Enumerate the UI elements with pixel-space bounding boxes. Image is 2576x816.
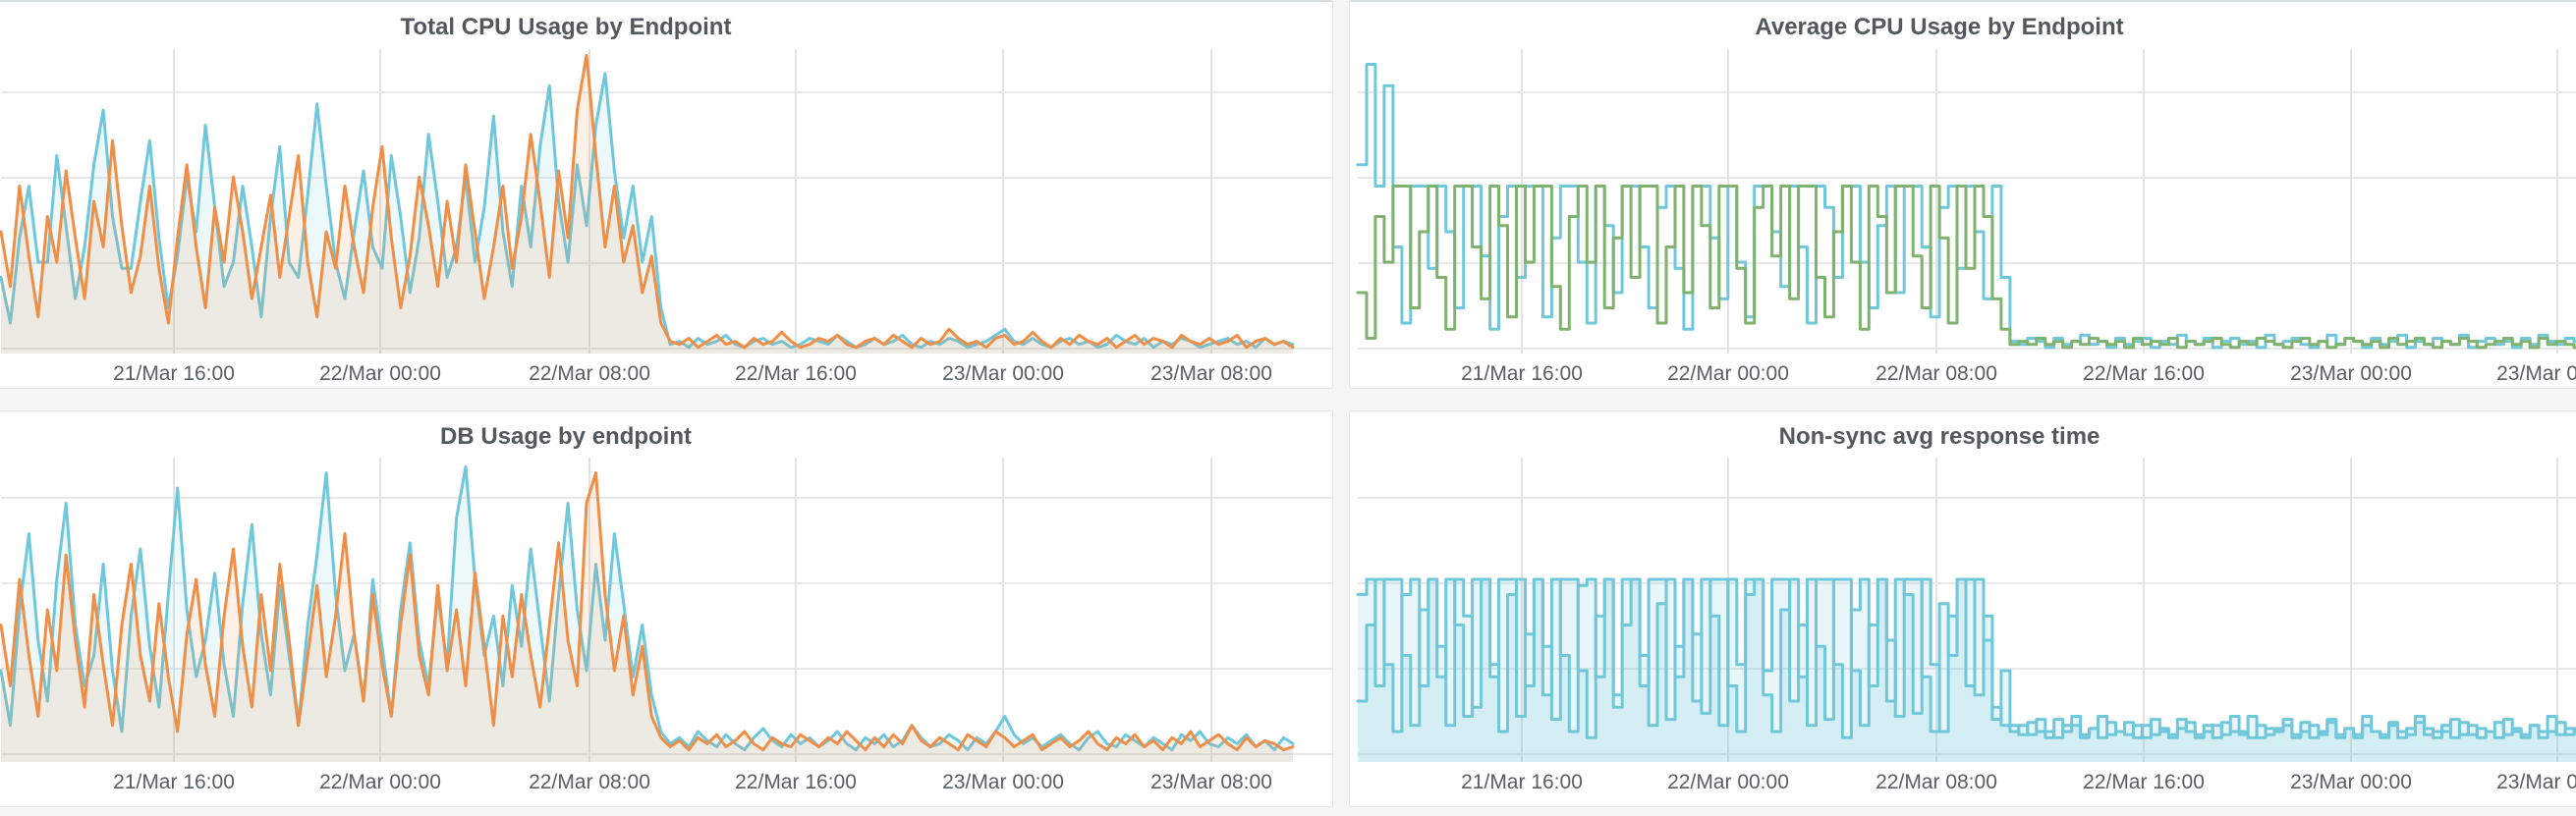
svg-text:22/Mar 08:00: 22/Mar 08:00 <box>529 771 650 793</box>
svg-text:22/Mar 08:00: 22/Mar 08:00 <box>1876 362 1997 385</box>
panel-average-cpu-usage: Average CPU Usage by Endpoint 21/Mar 16:… <box>1349 0 2576 389</box>
svg-text:23/Mar 00:00: 23/Mar 00:00 <box>942 771 1064 793</box>
svg-text:23/Mar 08:00: 23/Mar 08:00 <box>2496 771 2576 793</box>
svg-text:22/Mar 00:00: 22/Mar 00:00 <box>319 771 441 793</box>
svg-text:22/Mar 16:00: 22/Mar 16:00 <box>2083 362 2205 385</box>
svg-text:21/Mar 16:00: 21/Mar 16:00 <box>113 771 235 793</box>
svg-text:22/Mar 16:00: 22/Mar 16:00 <box>2083 771 2205 793</box>
svg-text:23/Mar 08:00: 23/Mar 08:00 <box>1150 771 1272 793</box>
svg-text:21/Mar 16:00: 21/Mar 16:00 <box>1461 771 1583 793</box>
panel-nonsync-avg-response-time: Non-sync avg response time 21/Mar 16:00 2… <box>1349 410 2576 807</box>
svg-text:22/Mar 08:00: 22/Mar 08:00 <box>1876 771 1997 793</box>
svg-text:23/Mar 08:00: 23/Mar 08:00 <box>1150 362 1272 385</box>
panel-title[interactable]: Average CPU Usage by Endpoint <box>1755 14 2124 40</box>
time-series-chart[interactable]: 21/Mar 16:00 22/Mar 00:00 22/Mar 08:00 22/M… <box>0 411 1334 808</box>
svg-text:22/Mar 00:00: 22/Mar 00:00 <box>1667 771 1789 793</box>
panel-title[interactable]: DB Usage by endpoint <box>439 423 693 450</box>
panel-db-usage: DB Usage by endpoint 21/Mar 16:00 22/Mar … <box>0 410 1334 808</box>
panel-total-cpu-usage: Total CPU Usage by Endpoint 21/Mar 16:00… <box>0 0 1334 391</box>
svg-text:22/Mar 16:00: 22/Mar 16:00 <box>735 362 857 385</box>
svg-text:22/Mar 16:00: 22/Mar 16:00 <box>735 771 857 793</box>
panel-title[interactable]: Non-sync avg response time <box>1778 423 2100 450</box>
svg-text:22/Mar 08:00: 22/Mar 08:00 <box>529 362 650 385</box>
svg-text:23/Mar 00:00: 23/Mar 00:00 <box>942 362 1064 385</box>
panel-title[interactable]: Total CPU Usage by Endpoint <box>400 14 732 40</box>
svg-text:21/Mar 16:00: 21/Mar 16:00 <box>1461 362 1583 385</box>
svg-text:23/Mar 00:00: 23/Mar 00:00 <box>2290 362 2412 385</box>
time-series-chart[interactable]: 21/Mar 16:00 22/Mar 00:00 22/Mar 08:00 22/M… <box>0 2 1334 391</box>
svg-text:22/Mar 00:00: 22/Mar 00:00 <box>1667 362 1789 385</box>
svg-text:23/Mar 00:00: 23/Mar 00:00 <box>2290 771 2412 793</box>
svg-text:22/Mar 00:00: 22/Mar 00:00 <box>319 362 441 385</box>
svg-text:21/Mar 16:00: 21/Mar 16:00 <box>113 362 235 385</box>
time-series-chart[interactable]: 21/Mar 16:00 22/Mar 00:00 22/Mar 08:00 22/M… <box>1350 411 2576 808</box>
time-series-chart[interactable]: 21/Mar 16:00 22/Mar 00:00 22/Mar 08:00 22/M… <box>1350 2 2576 391</box>
svg-text:23/Mar 08:00: 23/Mar 08:00 <box>2496 362 2576 385</box>
